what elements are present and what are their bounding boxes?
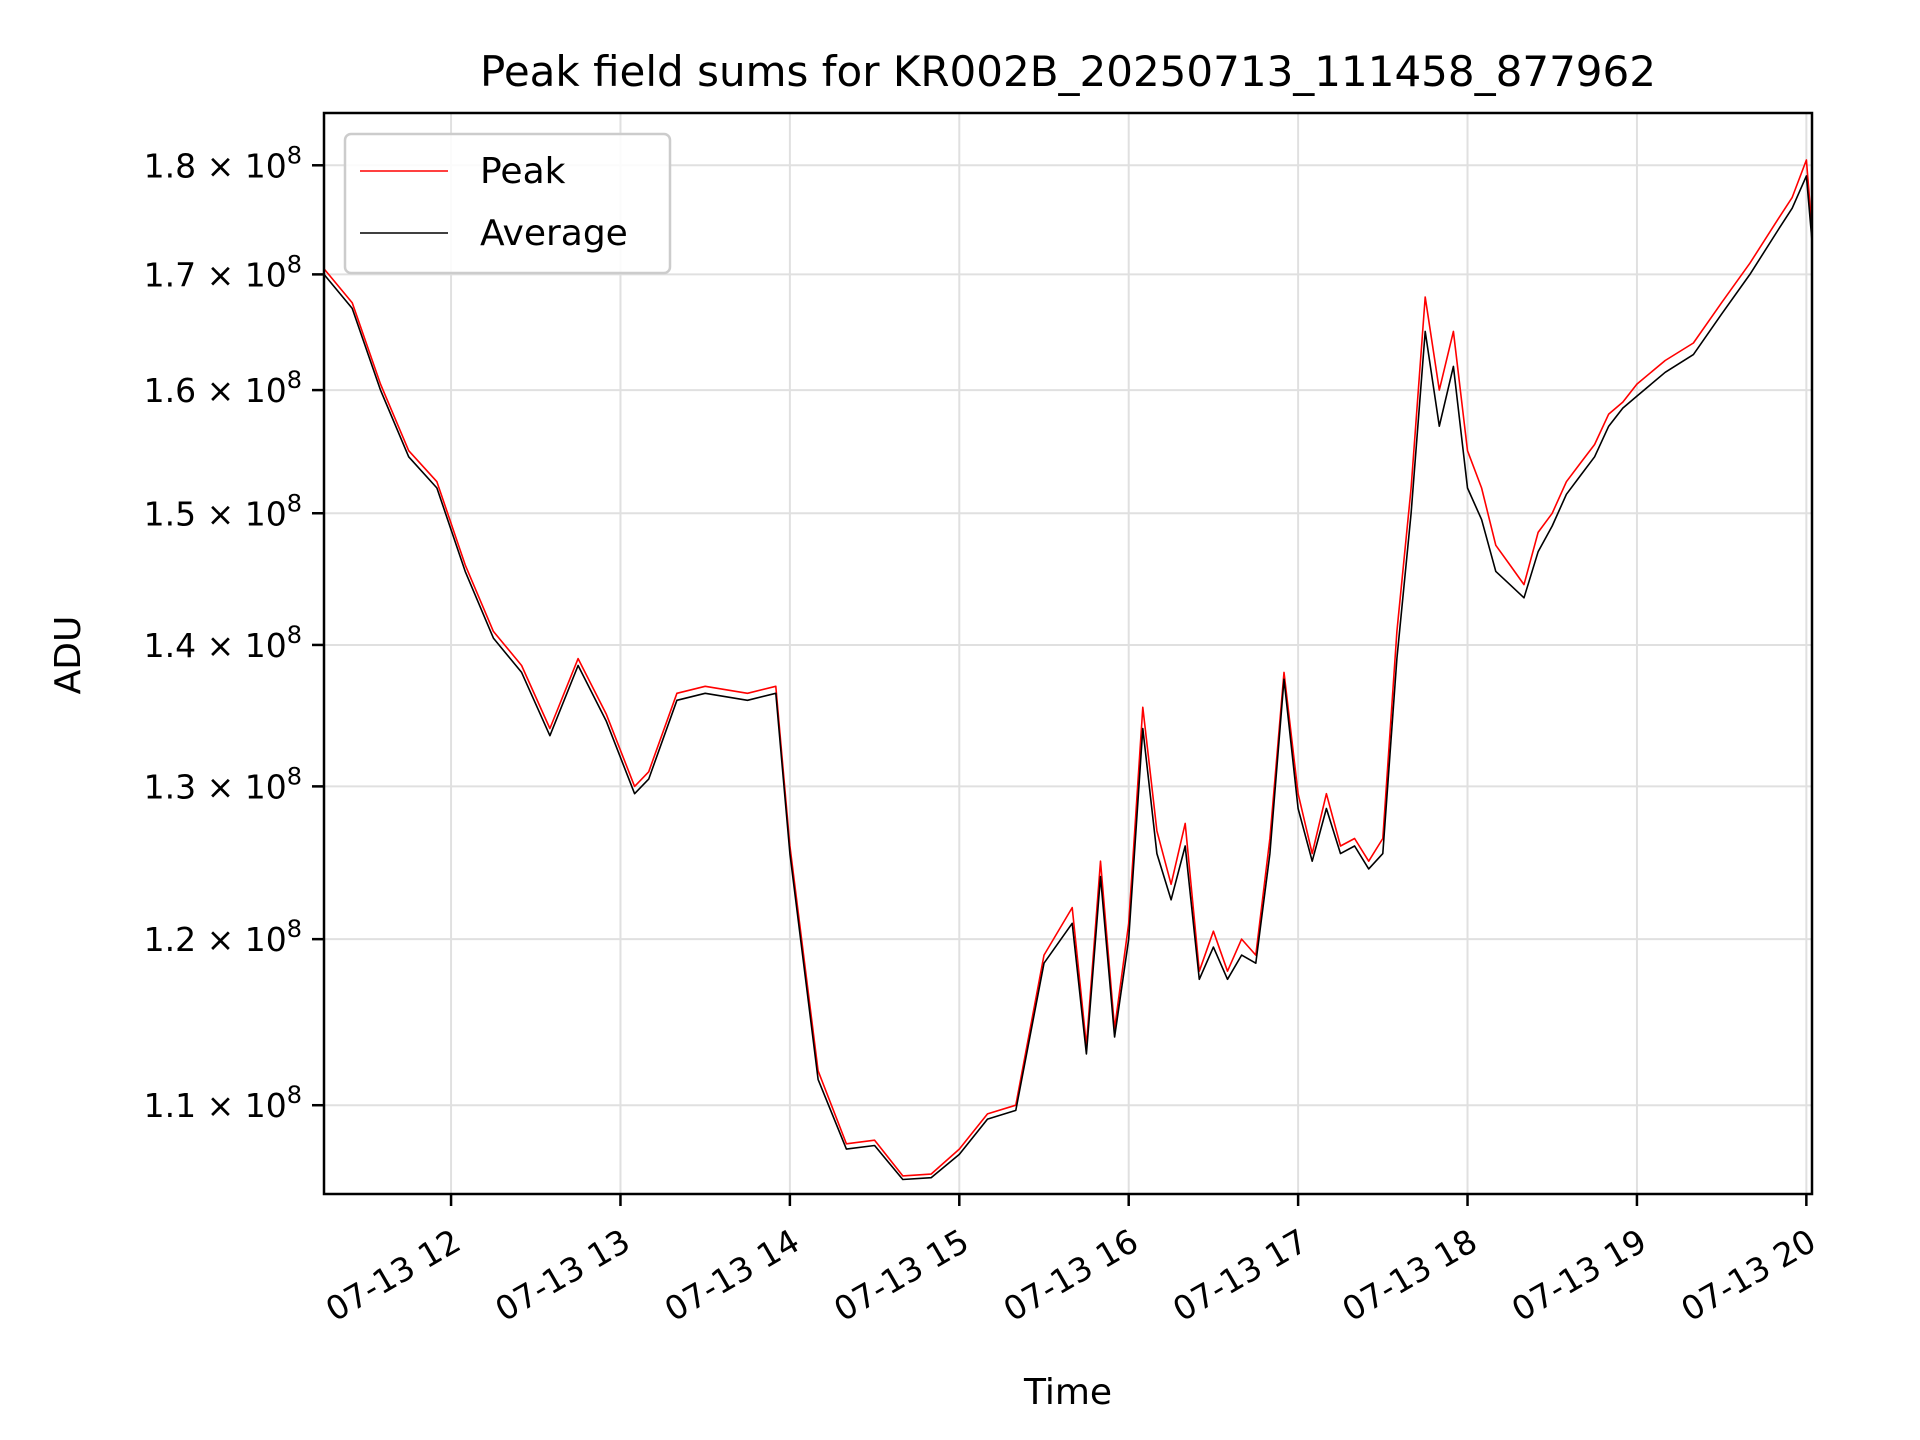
x-tick-label: 07-13 19 bbox=[1505, 1221, 1653, 1329]
y-axis: 1.1 × 108 1.2 × 108 1.3 × 108 1.4 × 108 1.5 … bbox=[144, 141, 324, 1125]
y-tick-label: 1.4 × 108 bbox=[144, 621, 302, 665]
series-layer bbox=[323, 159, 1813, 1181]
series-line-peak bbox=[323, 159, 1813, 1177]
x-tick-label: 07-13 13 bbox=[488, 1221, 636, 1329]
y-tick-label: 1.1 × 108 bbox=[144, 1081, 302, 1125]
grid bbox=[324, 113, 1812, 1194]
series-line-average bbox=[323, 175, 1813, 1181]
y-axis-title: ADU bbox=[48, 616, 89, 695]
y-tick-label: 1.3 × 108 bbox=[144, 762, 302, 806]
x-axis: 07-13 12 07-13 13 07-13 14 07-13 15 07-13 16… bbox=[319, 1194, 1822, 1329]
x-tick-label: 07-13 18 bbox=[1336, 1221, 1484, 1329]
y-tick-label: 1.7 × 108 bbox=[144, 250, 302, 294]
x-tick-label: 07-13 12 bbox=[319, 1221, 467, 1329]
y-tick-label: 1.2 × 108 bbox=[144, 915, 302, 959]
x-tick-label: 07-13 16 bbox=[997, 1221, 1145, 1329]
y-tick-label: 1.8 × 108 bbox=[144, 141, 302, 185]
x-axis-title: Time bbox=[1023, 1372, 1112, 1413]
x-tick-label: 07-13 20 bbox=[1674, 1221, 1822, 1329]
x-tick-label: 07-13 14 bbox=[658, 1221, 806, 1329]
legend-label-peak: Peak bbox=[480, 151, 566, 192]
y-tick-label: 1.6 × 108 bbox=[144, 366, 302, 410]
x-tick-label: 07-13 15 bbox=[827, 1221, 975, 1329]
plot-frame bbox=[322, 111, 1814, 1196]
legend-box bbox=[343, 132, 672, 275]
legend: Peak Average bbox=[343, 132, 672, 275]
x-tick-label: 07-13 17 bbox=[1166, 1221, 1314, 1329]
chart-title: Peak field sums for KR002B_20250713_1114… bbox=[480, 47, 1656, 96]
legend-label-average: Average bbox=[480, 213, 628, 254]
y-tick-label: 1.5 × 108 bbox=[144, 489, 302, 533]
